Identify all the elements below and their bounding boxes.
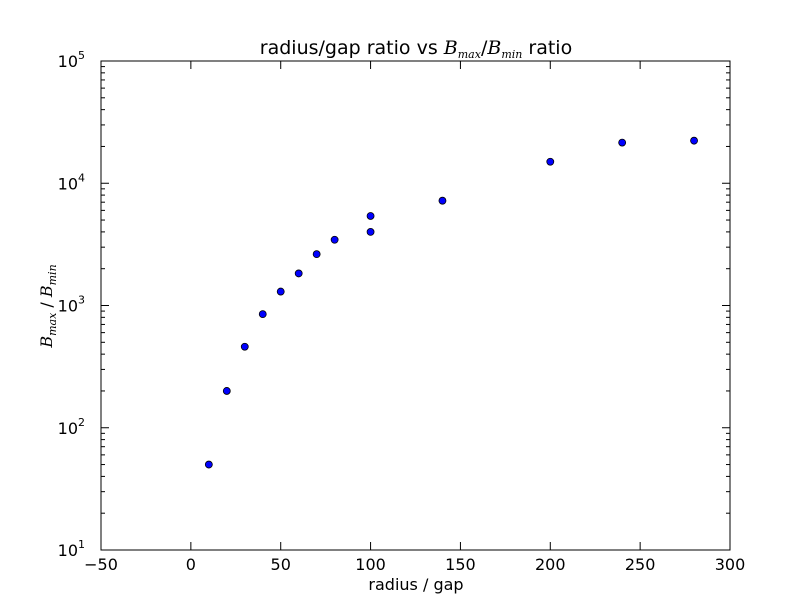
y-axis-title-denominator-symbol: B bbox=[37, 285, 56, 298]
y-tick-label-exponent: 2 bbox=[78, 416, 85, 429]
data-point bbox=[330, 235, 339, 244]
data-point bbox=[546, 157, 555, 166]
chart-title-suffix: ratio bbox=[522, 37, 572, 59]
y-tick-label-base: 10 bbox=[58, 174, 78, 193]
chart-title-denominator-symbol: B bbox=[486, 37, 501, 59]
data-point bbox=[312, 250, 321, 259]
y-tick-label-exponent: 4 bbox=[78, 171, 85, 184]
data-point bbox=[690, 136, 698, 145]
data-point bbox=[294, 269, 303, 278]
data-point bbox=[618, 138, 627, 147]
y-axis-title-slash: / bbox=[37, 297, 56, 313]
x-tick-label: 0 bbox=[186, 555, 196, 574]
plot-area bbox=[100, 60, 731, 551]
x-tick-label: 250 bbox=[625, 555, 656, 574]
x-axis-title: radius / gap bbox=[368, 575, 463, 594]
y-tick-label: 104 bbox=[58, 171, 85, 193]
y-tick-label: 102 bbox=[58, 416, 85, 438]
minor-ticks bbox=[101, 66, 730, 514]
data-point bbox=[204, 460, 213, 469]
x-tick-label: 300 bbox=[715, 555, 746, 574]
chart-title-prefix: radius/gap ratio vs bbox=[260, 37, 444, 59]
y-tick-label-base: 10 bbox=[58, 297, 78, 316]
x-tick-label: 150 bbox=[445, 555, 476, 574]
data-point bbox=[222, 387, 231, 395]
x-tick-label: 50 bbox=[271, 555, 291, 574]
y-tick-label: 105 bbox=[58, 49, 85, 71]
major-ticks bbox=[100, 60, 731, 551]
data-point bbox=[276, 287, 285, 296]
y-tick-label-base: 10 bbox=[58, 52, 78, 71]
chart-title-numerator-subscript: max bbox=[458, 48, 482, 61]
y-tick-label-exponent: 3 bbox=[78, 294, 85, 307]
data-point bbox=[240, 342, 249, 351]
chart-title-slash: / bbox=[481, 37, 488, 59]
y-tick-label-exponent: 1 bbox=[78, 538, 85, 551]
y-axis-title: Bmax / Bmin bbox=[37, 264, 59, 348]
x-tick-labels: −50 0 50 100 150 200 250 300 bbox=[84, 555, 745, 574]
data-points bbox=[204, 136, 698, 469]
data-point bbox=[258, 310, 267, 319]
plot-frame bbox=[100, 60, 731, 551]
data-point bbox=[366, 227, 375, 236]
y-axis-title-denominator-subscript: min bbox=[46, 264, 59, 285]
y-tick-label: 101 bbox=[58, 538, 85, 560]
chart-title-denominator-subscript: min bbox=[501, 48, 522, 61]
x-tick-label: −50 bbox=[84, 555, 118, 574]
y-axis-title-numerator-symbol: B bbox=[37, 336, 56, 349]
x-tick-label: 200 bbox=[535, 555, 566, 574]
y-tick-label-base: 10 bbox=[58, 541, 78, 560]
data-point bbox=[366, 212, 375, 220]
y-axis-title-numerator-subscript: max bbox=[46, 312, 59, 336]
data-point bbox=[438, 196, 447, 205]
y-tick-label-exponent: 5 bbox=[78, 49, 85, 62]
chart-title-numerator-symbol: B bbox=[443, 37, 458, 59]
x-tick-label: 100 bbox=[355, 555, 386, 574]
y-tick-label: 103 bbox=[58, 294, 85, 316]
y-tick-label-base: 10 bbox=[58, 419, 78, 438]
chart-title: radius/gap ratio vs Bmax/Bmin ratio bbox=[260, 37, 572, 61]
